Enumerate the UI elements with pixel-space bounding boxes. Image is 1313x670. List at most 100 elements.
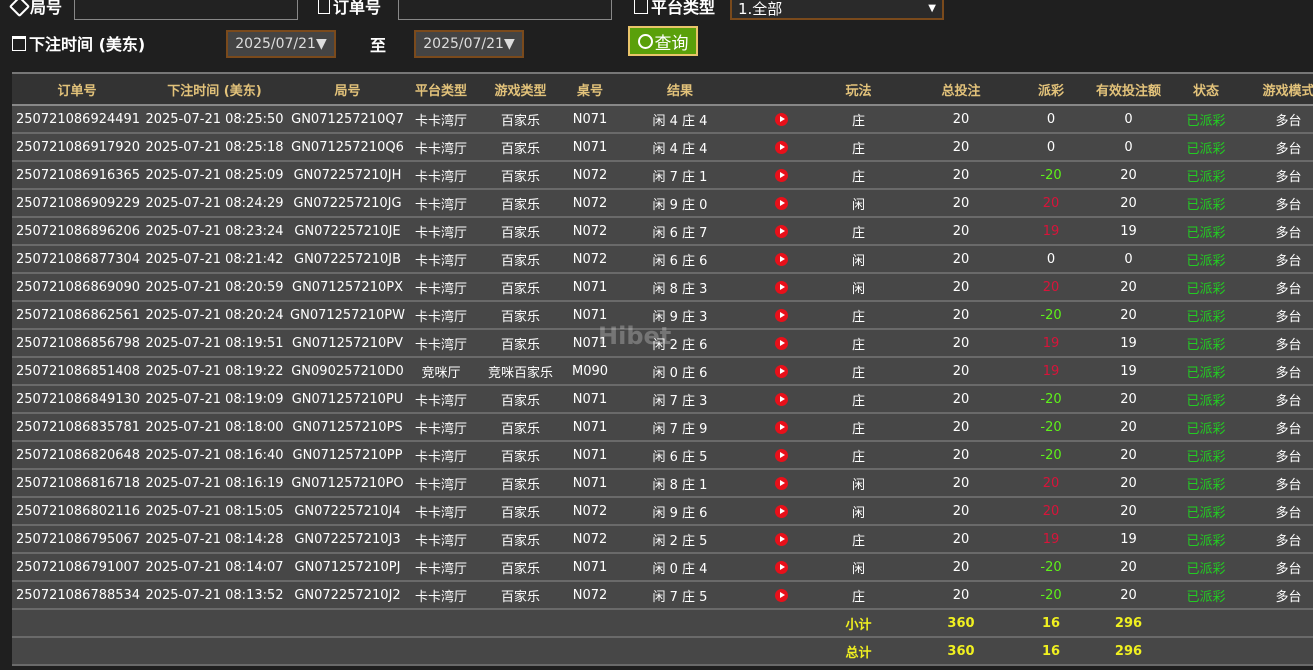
game-mode-cell: 多台 xyxy=(1237,385,1313,414)
table-row: 250721086924491 2025-07-21 08:25:50 GN0712… xyxy=(12,105,1313,134)
play-video-icon[interactable] xyxy=(774,252,788,266)
order-no-cell[interactable]: 250721086816718 xyxy=(12,469,142,498)
empty-cell xyxy=(747,637,815,666)
column-header: 有效投注额 xyxy=(1082,72,1175,106)
platform-cell: 卡卡湾厅 xyxy=(408,133,474,162)
payout-cell: -20 xyxy=(1020,161,1082,190)
order-no-cell[interactable]: 250721086849130 xyxy=(12,385,142,414)
order-no-cell[interactable]: 250721086791007 xyxy=(12,553,142,582)
order-no-cell[interactable]: 250721086856798 xyxy=(12,329,142,358)
platform-cell: 卡卡湾厅 xyxy=(408,329,474,358)
table-row: 250721086816718 2025-07-21 08:16:19 GN0712… xyxy=(12,469,1313,498)
game-type-cell: 百家乐 xyxy=(474,133,567,162)
table-row: 250721086851408 2025-07-21 08:19:22 GN0902… xyxy=(12,357,1313,386)
game-no-cell: GN071257210PS xyxy=(287,413,408,442)
table-no-cell: M090 xyxy=(567,357,613,386)
platform-select[interactable]: 1.全部 ▼ xyxy=(730,0,944,20)
payout-cell: 19 xyxy=(1020,357,1082,386)
game-no-cell: GN071257210PP xyxy=(287,441,408,470)
platform-cell: 竞咪厅 xyxy=(408,357,474,386)
order-no-cell[interactable]: 250721086788534 xyxy=(12,581,142,610)
date-from-select[interactable]: 2025/07/21 ▼ xyxy=(226,30,336,58)
game-mode-cell: 多台 xyxy=(1237,413,1313,442)
play-type-cell: 庄 xyxy=(815,161,902,190)
order-no-cell[interactable]: 250721086795067 xyxy=(12,525,142,554)
play-type-cell: 庄 xyxy=(815,217,902,246)
play-video-icon[interactable] xyxy=(774,364,788,378)
order-no-cell[interactable]: 250721086917920 xyxy=(12,133,142,162)
order-no-cell[interactable]: 250721086896206 xyxy=(12,217,142,246)
empty-cell xyxy=(474,637,567,666)
play-video-icon[interactable] xyxy=(774,420,788,434)
game-type-cell: 百家乐 xyxy=(474,105,567,134)
column-header xyxy=(747,72,815,106)
game-type-cell: 百家乐 xyxy=(474,553,567,582)
game-type-cell: 百家乐 xyxy=(474,273,567,302)
table-no-cell: N072 xyxy=(567,525,613,554)
date-to-select[interactable]: 2025/07/21 ▼ xyxy=(414,30,524,58)
play-video-icon[interactable] xyxy=(774,308,788,322)
play-type-cell: 庄 xyxy=(815,357,902,386)
game-no-input[interactable] xyxy=(74,0,298,20)
total-bet-cell: 20 xyxy=(902,245,1020,274)
order-no-cell[interactable]: 250721086909229 xyxy=(12,189,142,218)
table-no-cell: N072 xyxy=(567,189,613,218)
order-no-cell[interactable]: 250721086835781 xyxy=(12,413,142,442)
order-no-cell[interactable]: 250721086869090 xyxy=(12,273,142,302)
play-video-icon[interactable] xyxy=(774,560,788,574)
play-video-icon[interactable] xyxy=(774,392,788,406)
play-video-icon[interactable] xyxy=(774,448,788,462)
empty-cell xyxy=(613,609,747,638)
order-no-cell[interactable]: 250721086916365 xyxy=(12,161,142,190)
play-video-icon[interactable] xyxy=(774,196,788,210)
order-no-cell[interactable]: 250721086851408 xyxy=(12,357,142,386)
result-cell: 闲 0 庄 4 xyxy=(613,553,747,582)
order-no-cell[interactable]: 250721086820648 xyxy=(12,441,142,470)
platform-cell: 卡卡湾厅 xyxy=(408,385,474,414)
status-cell: 已派彩 xyxy=(1175,413,1237,442)
order-no-input[interactable] xyxy=(398,0,612,20)
order-no-cell[interactable]: 250721086802116 xyxy=(12,497,142,526)
result-cell: 闲 4 庄 4 xyxy=(613,133,747,162)
bet-time-cell: 2025-07-21 08:20:59 xyxy=(142,273,287,302)
order-no-cell[interactable]: 250721086877304 xyxy=(12,245,142,274)
order-no-cell[interactable]: 250721086862561 xyxy=(12,301,142,330)
play-video-icon[interactable] xyxy=(774,168,788,182)
query-button[interactable]: 查询 xyxy=(628,26,698,56)
play-video-icon[interactable] xyxy=(774,336,788,350)
status-cell: 已派彩 xyxy=(1175,525,1237,554)
table-no-cell: N071 xyxy=(567,469,613,498)
column-header: 状态 xyxy=(1175,72,1237,106)
play-video-icon[interactable] xyxy=(774,280,788,294)
result-cell: 闲 0 庄 6 xyxy=(613,357,747,386)
game-no-cell: GN071257210PW xyxy=(287,301,408,330)
play-video-icon[interactable] xyxy=(774,532,788,546)
play-video-icon[interactable] xyxy=(774,588,788,602)
play-video-icon[interactable] xyxy=(774,224,788,238)
result-cell: 闲 7 庄 9 xyxy=(613,413,747,442)
status-cell: 已派彩 xyxy=(1175,133,1237,162)
play-video-icon[interactable] xyxy=(774,140,788,154)
column-header: 派彩 xyxy=(1020,72,1082,106)
payout-cell: 20 xyxy=(1020,273,1082,302)
status-cell: 已派彩 xyxy=(1175,301,1237,330)
bet-time-cell: 2025-07-21 08:16:40 xyxy=(142,441,287,470)
result-cell: 闲 6 庄 7 xyxy=(613,217,747,246)
table-row: 250721086802116 2025-07-21 08:15:05 GN0722… xyxy=(12,497,1313,526)
replay-cell xyxy=(747,161,815,190)
bet-time-cell: 2025-07-21 08:18:00 xyxy=(142,413,287,442)
play-video-icon[interactable] xyxy=(774,504,788,518)
column-header: 游戏类型 xyxy=(474,72,567,106)
play-video-icon[interactable] xyxy=(774,476,788,490)
payout-cell: 19 xyxy=(1020,525,1082,554)
order-no-cell[interactable]: 250721086924491 xyxy=(12,105,142,134)
status-cell: 已派彩 xyxy=(1175,441,1237,470)
valid-bet-cell: 0 xyxy=(1082,133,1175,162)
play-video-icon[interactable] xyxy=(774,112,788,126)
replay-cell xyxy=(747,469,815,498)
empty-cell xyxy=(408,609,474,638)
total-bet-cell: 20 xyxy=(902,581,1020,610)
game-no-label: 局号 xyxy=(8,0,62,18)
game-mode-cell: 多台 xyxy=(1237,273,1313,302)
subtotal-valid: 296 xyxy=(1082,609,1175,638)
